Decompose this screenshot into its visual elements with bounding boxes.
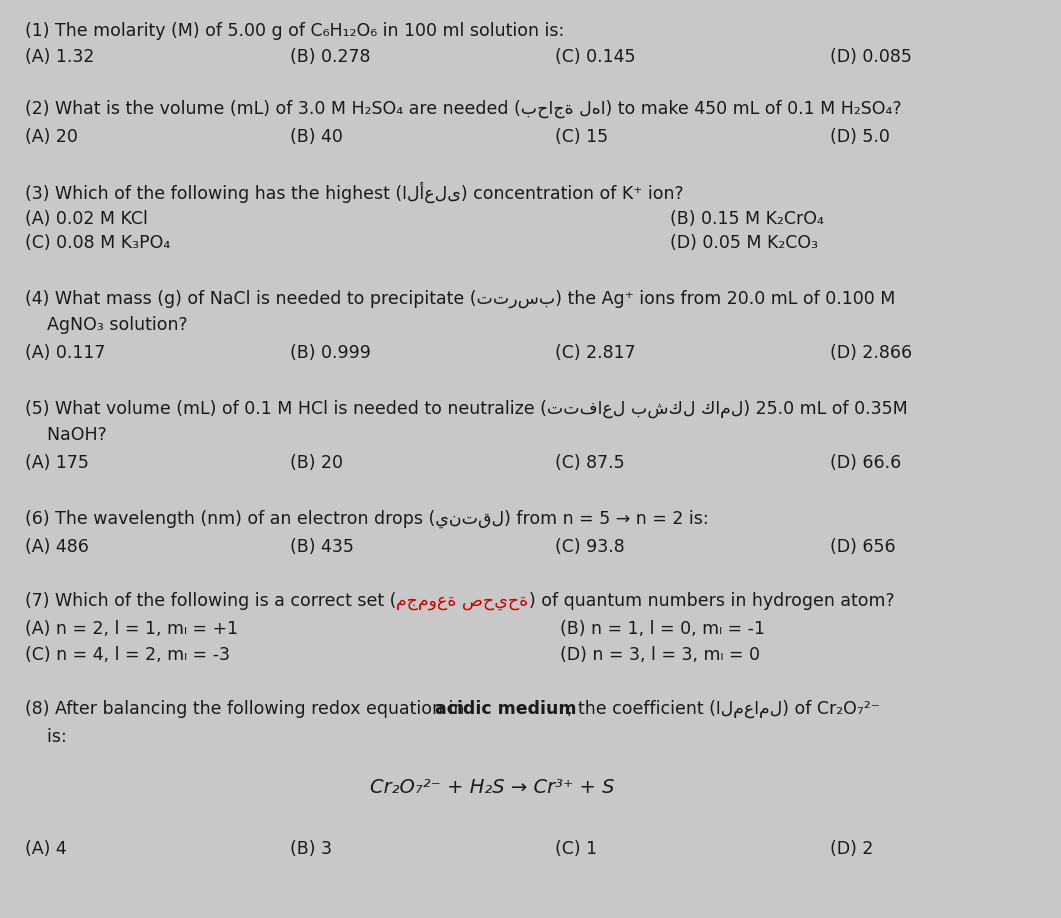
- Text: (D) n = 3, l = 3, mₗ = 0: (D) n = 3, l = 3, mₗ = 0: [560, 646, 760, 664]
- Text: (C) 1: (C) 1: [555, 840, 597, 858]
- Text: (C) 87.5: (C) 87.5: [555, 454, 625, 472]
- Text: (3) Which of the following has the highest (الأعلى) concentration of K⁺ ion?: (3) Which of the following has the highe…: [25, 182, 683, 204]
- Text: (A) 0.117: (A) 0.117: [25, 344, 105, 362]
- Text: (D) 2.866: (D) 2.866: [830, 344, 912, 362]
- Text: (D) 5.0: (D) 5.0: [830, 128, 890, 146]
- Text: NaOH?: NaOH?: [25, 426, 107, 444]
- Text: (B) 0.999: (B) 0.999: [290, 344, 371, 362]
- Text: , the coefficient (المعامل) of Cr₂O₇²⁻: , the coefficient (المعامل) of Cr₂O₇²⁻: [567, 700, 880, 718]
- Text: Cr₂O₇²⁻ + H₂S → Cr³⁺ + S: Cr₂O₇²⁻ + H₂S → Cr³⁺ + S: [370, 778, 614, 797]
- Text: (C) 0.08 M K₃PO₄: (C) 0.08 M K₃PO₄: [25, 234, 171, 252]
- Text: (5) What volume (mL) of 0.1 M HCl is needed to neutralize (تتفاعل بشكل كامل) 25.: (5) What volume (mL) of 0.1 M HCl is nee…: [25, 400, 908, 419]
- Text: (A) 175: (A) 175: [25, 454, 89, 472]
- Text: (A) n = 2, l = 1, mₗ = +1: (A) n = 2, l = 1, mₗ = +1: [25, 620, 238, 638]
- Text: (A) 0.02 M KCl: (A) 0.02 M KCl: [25, 210, 147, 228]
- Text: (B) 0.15 M K₂CrO₄: (B) 0.15 M K₂CrO₄: [669, 210, 824, 228]
- Text: (C) 15: (C) 15: [555, 128, 608, 146]
- Text: acidic medium: acidic medium: [435, 700, 576, 718]
- Text: is:: is:: [25, 728, 67, 746]
- Text: (D) 0.085: (D) 0.085: [830, 48, 911, 66]
- Text: (8) After balancing the following redox equation in: (8) After balancing the following redox …: [25, 700, 470, 718]
- Text: (D) 2: (D) 2: [830, 840, 873, 858]
- Text: (2) What is the volume (mL) of 3.0 M H₂SO₄ are needed (بحاجة لها) to make 450 mL: (2) What is the volume (mL) of 3.0 M H₂S…: [25, 100, 902, 118]
- Text: (B) 20: (B) 20: [290, 454, 343, 472]
- Text: (B) n = 1, l = 0, mₗ = -1: (B) n = 1, l = 0, mₗ = -1: [560, 620, 765, 638]
- Text: (1) The molarity (M) of 5.00 g of C₆H₁₂O₆ in 100 ml solution is:: (1) The molarity (M) of 5.00 g of C₆H₁₂O…: [25, 22, 564, 40]
- Text: (D) 0.05 M K₂CO₃: (D) 0.05 M K₂CO₃: [669, 234, 818, 252]
- Text: (D) 66.6: (D) 66.6: [830, 454, 901, 472]
- Text: (A) 20: (A) 20: [25, 128, 77, 146]
- Text: (B) 435: (B) 435: [290, 538, 354, 556]
- Text: (C) 93.8: (C) 93.8: [555, 538, 625, 556]
- Text: (C) 2.817: (C) 2.817: [555, 344, 636, 362]
- Text: (B) 40: (B) 40: [290, 128, 343, 146]
- Text: ) of quantum numbers in hydrogen atom?: ) of quantum numbers in hydrogen atom?: [528, 592, 894, 610]
- Text: (B) 0.278: (B) 0.278: [290, 48, 370, 66]
- Text: (C) 0.145: (C) 0.145: [555, 48, 636, 66]
- Text: (C) n = 4, l = 2, mₗ = -3: (C) n = 4, l = 2, mₗ = -3: [25, 646, 230, 664]
- Text: (A) 1.32: (A) 1.32: [25, 48, 94, 66]
- Text: (D) 656: (D) 656: [830, 538, 895, 556]
- Text: (A) 486: (A) 486: [25, 538, 89, 556]
- Text: AgNO₃ solution?: AgNO₃ solution?: [25, 316, 188, 334]
- Text: مجموعة صحيحة: مجموعة صحيحة: [397, 592, 528, 610]
- Text: (7) Which of the following is a correct set (: (7) Which of the following is a correct …: [25, 592, 397, 610]
- Text: (B) 3: (B) 3: [290, 840, 332, 858]
- Text: (6) The wavelength (nm) of an electron drops (ينتقل) from n = 5 → n = 2 is:: (6) The wavelength (nm) of an electron d…: [25, 510, 709, 529]
- Text: (A) 4: (A) 4: [25, 840, 67, 858]
- Text: (4) What mass (g) of NaCl is needed to precipitate (تترسب) the Ag⁺ ions from 20.: (4) What mass (g) of NaCl is needed to p…: [25, 290, 895, 308]
